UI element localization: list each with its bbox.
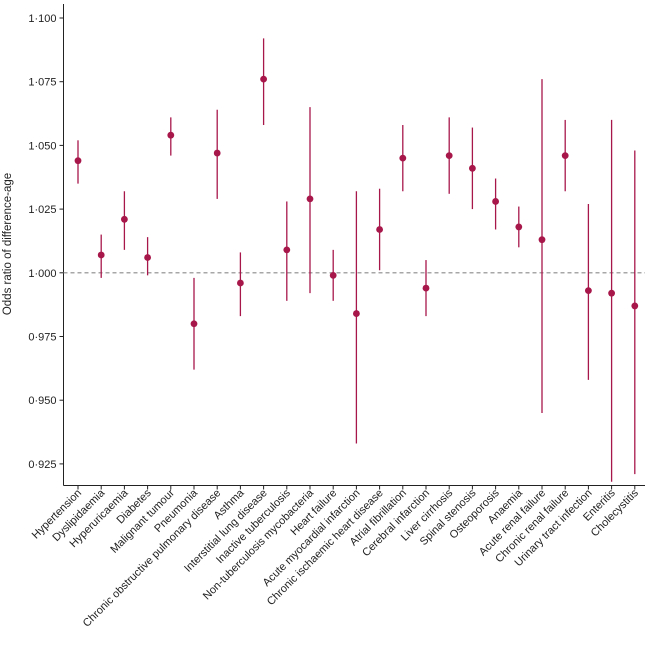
point-estimate — [329, 271, 337, 279]
y-tick-label: 1·025 — [28, 204, 56, 216]
y-tick-label: 1·100 — [28, 13, 56, 25]
x-axis: HypertensionDyslipidaemiaHyperuricaemiaD… — [30, 485, 645, 630]
point-estimate — [190, 320, 198, 328]
point-estimate — [538, 236, 546, 244]
point-estimate — [399, 154, 407, 162]
point-estimate — [422, 284, 430, 292]
point-estimate — [469, 164, 476, 172]
point-estimate — [376, 226, 383, 233]
y-tick-label: 1·050 — [28, 140, 56, 152]
point-estimate — [144, 254, 152, 261]
point-estimate — [97, 251, 105, 259]
y-axis-title: Odds ratio of difference-age — [2, 173, 14, 315]
point-estimate — [213, 149, 221, 157]
point-estimate — [492, 198, 499, 205]
point-estimate — [585, 287, 592, 295]
point-estimate — [306, 195, 314, 203]
point-estimate — [283, 246, 291, 254]
point-estimate — [74, 157, 82, 165]
point-estimate — [237, 279, 244, 287]
point-estimate — [515, 223, 523, 231]
y-tick-label: 0·975 — [28, 332, 56, 344]
point-estimate — [608, 289, 615, 297]
y-tick-label: 0·925 — [28, 459, 56, 471]
point-estimate — [353, 310, 360, 317]
point-estimate — [631, 302, 639, 310]
y-tick-label: 1·000 — [28, 268, 56, 280]
data-marks — [74, 38, 639, 482]
point-estimate — [121, 215, 128, 223]
point-estimate — [445, 152, 453, 159]
y-tick-label: 0·950 — [28, 395, 56, 407]
point-estimate — [260, 75, 267, 83]
y-tick-label: 1·075 — [28, 77, 56, 89]
point-estimate — [561, 152, 569, 159]
point-estimate — [167, 131, 175, 139]
y-axis: 0·925 0·950 0·975 1·000 1·025 1·050 1·075 1·100 — [28, 4, 64, 486]
